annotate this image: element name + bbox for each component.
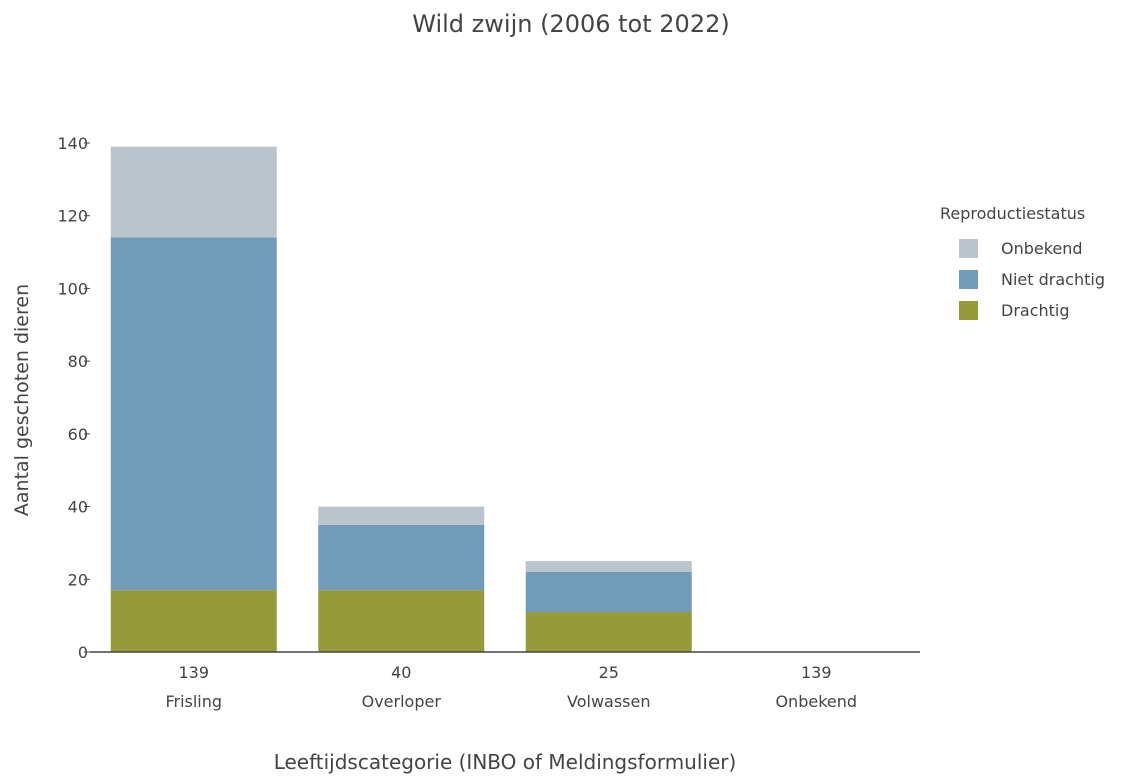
bar-segment: [318, 590, 485, 652]
legend-item: Drachtig: [940, 295, 1105, 326]
y-tick-label: 80: [68, 352, 88, 371]
legend-swatch: [959, 301, 978, 320]
y-tick-label: 0: [78, 643, 88, 662]
y-tick-label: 20: [68, 570, 88, 589]
y-tick-label: 100: [57, 279, 88, 298]
x-tick-total: 40: [391, 663, 411, 682]
legend-label: Niet drachtig: [1001, 270, 1105, 289]
bar-segment: [110, 237, 277, 591]
x-tick-label: Volwassen: [567, 692, 650, 711]
x-axis-label: Leeftijdscategorie (INBO of Meldingsform…: [273, 750, 737, 774]
x-tick-label: Onbekend: [775, 692, 857, 711]
bar-segment: [525, 572, 692, 613]
legend-items: Onbekend Niet drachtig Drachtig: [940, 233, 1105, 326]
legend-item: Onbekend: [940, 233, 1105, 264]
bar-segment: [525, 561, 692, 573]
x-tick-total: 139: [801, 663, 832, 682]
y-tick-label: 140: [57, 134, 88, 153]
y-tick-label: 120: [57, 207, 88, 226]
y-tick-label: 40: [68, 498, 88, 517]
legend-item: Niet drachtig: [940, 264, 1105, 295]
x-tick-total: 25: [599, 663, 619, 682]
legend-label: Drachtig: [1001, 301, 1070, 320]
legend-title: Reproductiestatus: [940, 204, 1086, 223]
y-tick-label: 60: [68, 425, 88, 444]
bar-segment: [525, 612, 692, 652]
x-tick-label: Overloper: [362, 692, 442, 711]
bar-segment: [110, 590, 277, 652]
x-tick-total: 139: [178, 663, 209, 682]
bar-segment: [318, 506, 485, 525]
legend: Reproductiestatus Onbekend Niet drachtig D…: [940, 204, 1105, 326]
bar-segment: [110, 146, 277, 238]
legend-label: Onbekend: [1001, 239, 1083, 258]
chart-title: Wild zwijn (2006 tot 2022): [412, 10, 730, 38]
x-tick-label: Frisling: [165, 692, 222, 711]
legend-swatch: [959, 239, 978, 258]
legend-swatch: [959, 270, 978, 289]
bar-segment: [318, 524, 485, 591]
